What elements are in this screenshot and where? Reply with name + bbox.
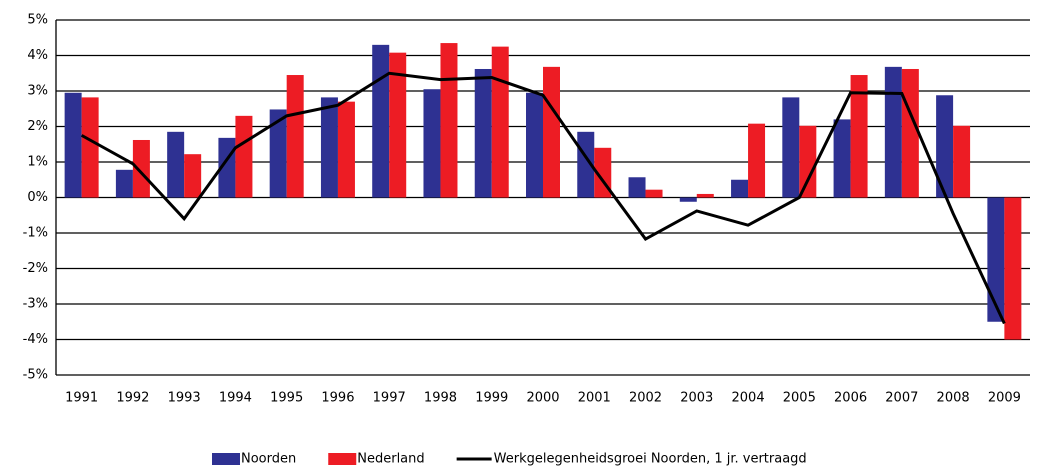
x-tick-label: 2007	[885, 391, 918, 406]
x-tick-label: 2001	[578, 391, 611, 406]
bar	[184, 154, 202, 198]
x-tick-label: 1999	[475, 391, 508, 406]
bar	[286, 75, 304, 198]
x-tick-label: 2000	[526, 391, 559, 406]
bar	[901, 68, 919, 198]
bar	[64, 92, 82, 198]
bar	[645, 189, 663, 198]
x-tick-label: 2009	[988, 391, 1021, 406]
bar	[850, 75, 868, 198]
x-tick-label: 2002	[629, 391, 662, 406]
bar	[833, 119, 851, 198]
bar	[628, 177, 646, 198]
bar	[679, 197, 697, 202]
x-tick-label: 1991	[65, 391, 98, 406]
x-tick-label: 2003	[680, 391, 713, 406]
bar	[987, 197, 1005, 322]
y-tick-label: -1%	[23, 226, 48, 241]
x-tick-label: 2004	[732, 391, 765, 406]
x-tick-label: 1997	[373, 391, 406, 406]
y-tick-label: 5%	[27, 13, 48, 28]
x-tick-label: 1996	[321, 391, 354, 406]
bar	[474, 68, 492, 198]
x-tick-label: 1995	[270, 391, 303, 406]
bar	[167, 131, 185, 198]
bar	[491, 46, 509, 198]
x-tick-label: 1994	[219, 391, 252, 406]
bar	[731, 179, 749, 198]
bar	[936, 95, 954, 198]
x-tick-label: 2005	[783, 391, 816, 406]
bar	[748, 123, 766, 198]
y-tick-label: 1%	[27, 155, 48, 170]
y-tick-label: -2%	[23, 261, 48, 276]
bar	[953, 125, 971, 198]
bar	[423, 89, 441, 198]
bar	[337, 101, 355, 198]
y-tick-label: -5%	[23, 368, 48, 383]
bar	[440, 43, 458, 198]
y-tick-label: 0%	[27, 190, 48, 205]
legend-label: Noorden	[241, 452, 296, 467]
bar	[81, 97, 99, 198]
bar	[235, 115, 253, 198]
x-tick-label: 2006	[834, 391, 867, 406]
line	[80, 71, 1006, 325]
bar	[884, 66, 902, 198]
bar	[543, 66, 560, 198]
legend-label: Werkgelegenheidsgroei Noorden, 1 jr. ver…	[494, 452, 807, 467]
y-tick-label: 2%	[27, 119, 48, 134]
bar	[1004, 197, 1022, 340]
bar	[269, 109, 287, 198]
y-tick-label: 4%	[27, 48, 48, 63]
bar	[526, 92, 543, 198]
legend-swatch	[212, 453, 240, 465]
bar	[115, 169, 133, 198]
bar	[696, 193, 714, 198]
x-tick-label: 1998	[424, 391, 457, 406]
legend-swatch	[328, 453, 357, 465]
x-tick-label: 1992	[116, 391, 149, 406]
x-tick-label: 2008	[937, 391, 970, 406]
bar	[320, 97, 338, 198]
bar	[132, 139, 150, 198]
bar	[782, 97, 800, 198]
y-tick-label: -4%	[23, 332, 48, 347]
bar	[389, 52, 407, 198]
x-tick-label: 1993	[168, 391, 201, 406]
y-tick-label: 3%	[27, 84, 48, 99]
bar	[799, 125, 817, 198]
bar	[372, 44, 390, 198]
legend-label: Nederland	[357, 452, 424, 467]
y-tick-label: -3%	[23, 297, 48, 312]
